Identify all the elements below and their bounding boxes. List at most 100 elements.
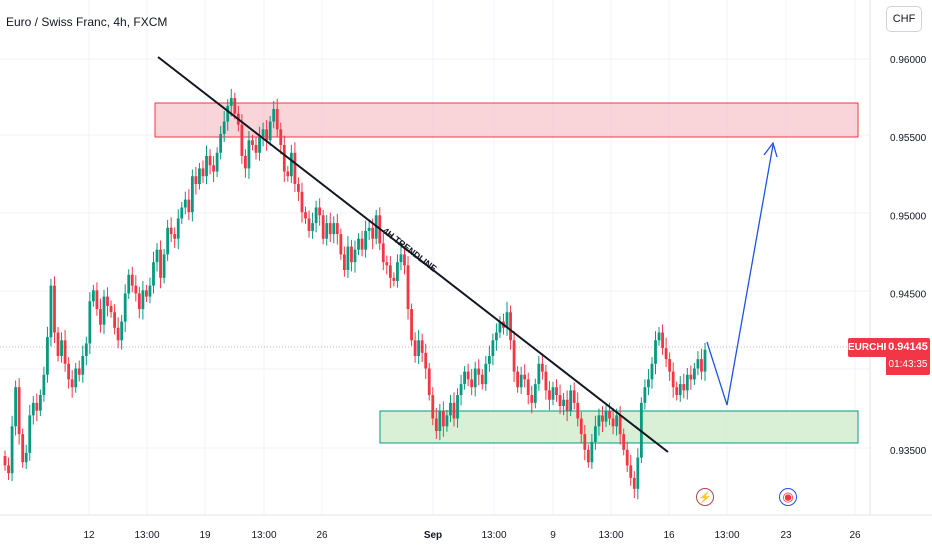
candle-body (307, 218, 311, 231)
candle-body (77, 368, 81, 375)
price-tick-label: 0.95000 (890, 211, 927, 222)
price-tag-symbol: EURCHF (848, 338, 890, 357)
candle-body (700, 359, 703, 372)
candle-body (544, 371, 548, 391)
candle-body (219, 134, 223, 153)
candle-body (318, 207, 322, 216)
candle-body (530, 395, 534, 403)
candle-body (388, 265, 392, 278)
candle-body (152, 262, 155, 286)
time-tick-label: 26 (316, 530, 328, 541)
candle-body (431, 395, 435, 419)
candle-body (215, 152, 219, 172)
candle-body (537, 363, 541, 385)
candle-body (689, 374, 693, 380)
candle-body (28, 415, 32, 453)
candle-body (190, 176, 194, 213)
projection-path[interactable] (706, 144, 774, 406)
candle-body (300, 191, 304, 213)
candle-body (671, 371, 675, 388)
candle-body (487, 355, 491, 364)
candle-body (424, 352, 428, 369)
candle-body (396, 262, 399, 281)
candle-body (452, 402, 456, 419)
currency-button[interactable]: CHF (886, 6, 922, 32)
candle-body (208, 155, 212, 166)
candle-body (286, 171, 290, 177)
candle-body (427, 368, 431, 396)
candle-body (611, 418, 615, 427)
candle-body (145, 290, 148, 297)
candle-body (46, 337, 49, 375)
candle-body (682, 384, 686, 391)
resistance-zone[interactable] (154, 102, 859, 138)
candle-body (102, 296, 106, 325)
candle-body (495, 332, 498, 341)
time-axis[interactable]: 12 13:00 19 13:00 26 Sep 13:00 9 13:00 16 13:00 23 2… (83, 530, 861, 541)
candle-body (53, 285, 56, 333)
lightning-icon[interactable]: ⚡ (696, 488, 714, 506)
trendline[interactable] (157, 56, 669, 453)
candle-body (466, 371, 470, 380)
candle-body (247, 140, 251, 169)
candle-body (583, 434, 587, 450)
time-tick-label: 26 (849, 530, 861, 541)
time-tick-label: 16 (663, 530, 675, 541)
candle-body (629, 465, 633, 478)
candle-body (10, 426, 14, 474)
candle-body (254, 144, 258, 153)
candle-body (183, 199, 187, 208)
candle-body (187, 199, 191, 213)
candle-body (353, 249, 357, 263)
candle-body (60, 340, 63, 356)
candle-body (56, 332, 60, 356)
candle-body (289, 152, 293, 177)
price-tick-label: 0.95500 (890, 133, 927, 144)
chart-title: Euro / Swiss Franc, 4h, FXCM (6, 15, 168, 29)
candle-body (625, 449, 629, 466)
candle-body (321, 215, 325, 239)
candle-body (95, 290, 99, 310)
candle-body (434, 418, 438, 431)
candle-body (205, 155, 208, 177)
candle-body (392, 277, 396, 281)
candle-body (473, 368, 477, 388)
candle-body (7, 465, 10, 474)
candle-body (381, 243, 385, 263)
candle-body (81, 355, 85, 375)
candle-body (282, 144, 286, 172)
price-axis[interactable]: 0.96000 0.95500 0.95000 0.94500 0.93500 (890, 55, 927, 457)
candle-body (272, 109, 276, 122)
candle-body (399, 254, 403, 263)
candle-body (74, 368, 78, 388)
candle-body (244, 155, 247, 169)
candle-body (35, 402, 39, 411)
candle-body (360, 238, 364, 250)
candle-body (572, 390, 576, 403)
flag-icon[interactable]: ◉ (779, 488, 797, 506)
candle-body (233, 98, 237, 114)
price-tick-label: 0.96000 (890, 55, 927, 66)
candle-body (406, 265, 410, 310)
candle-body (586, 449, 590, 463)
candle-body (180, 207, 184, 219)
candle-body (127, 274, 131, 294)
candle-body (3, 456, 7, 466)
candle-body (413, 340, 417, 356)
candle-body (339, 234, 343, 255)
candle-body (159, 249, 162, 278)
candle-body (445, 415, 449, 427)
candle-body (67, 363, 71, 380)
candles (3, 88, 707, 500)
candle-body (176, 218, 180, 239)
candle-body (385, 262, 389, 266)
candle-body (70, 379, 74, 388)
candle-body (293, 152, 297, 185)
candle-body (130, 274, 134, 286)
time-tick-label: 13:00 (714, 530, 739, 541)
candle-body (332, 223, 336, 235)
candle-body (342, 254, 346, 271)
price-tag-price: 0.94145 (888, 341, 928, 353)
price-tag-box: 0.94145 01:43:35 (886, 338, 930, 375)
